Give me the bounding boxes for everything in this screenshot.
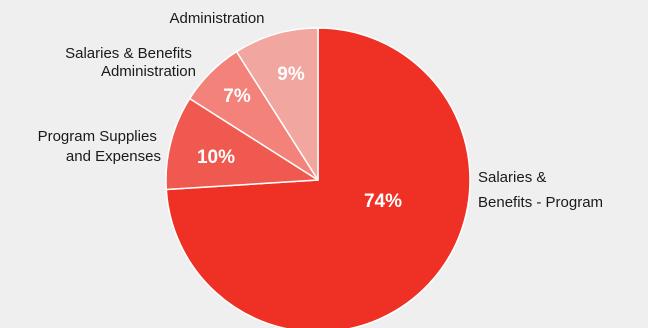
category-label-administration: Administration xyxy=(169,10,264,27)
pct-label-admin-salaries: 7% xyxy=(223,86,251,107)
category-label-program-supplies: Program Supplies and Expenses xyxy=(38,128,161,165)
category-label-line: Administration xyxy=(101,63,196,80)
category-label-admin-salaries: Salaries & Benefits Administration xyxy=(65,45,196,80)
category-label-line: Administration xyxy=(169,10,264,27)
category-label-line: and Expenses xyxy=(66,148,161,165)
pct-label-program-salaries: 74% xyxy=(364,191,402,212)
category-label-line: Program Supplies xyxy=(38,128,157,145)
pct-label-program-supplies: 10% xyxy=(197,147,235,168)
category-label-line: Salaries & Benefits xyxy=(65,45,192,62)
pie-slices xyxy=(165,27,471,328)
pie-slice-program-supplies xyxy=(165,97,319,191)
category-label-program-salaries: Salaries & Benefits - Program xyxy=(478,169,603,211)
category-label-line: Salaries & xyxy=(478,169,546,186)
category-label-line: Benefits - Program xyxy=(478,194,603,211)
pct-label-administration: 9% xyxy=(277,64,305,85)
pie-slice-administration xyxy=(235,27,319,181)
